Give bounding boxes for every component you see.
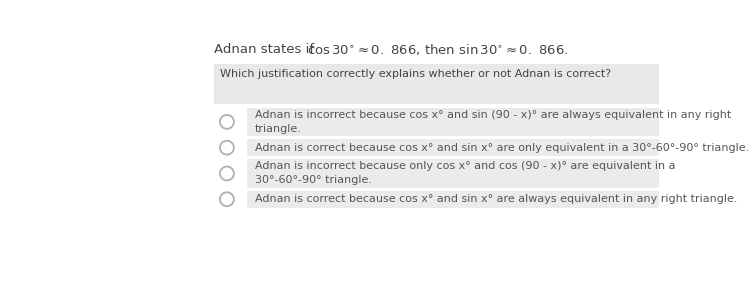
FancyBboxPatch shape [213, 64, 659, 104]
Circle shape [220, 167, 234, 180]
Circle shape [220, 141, 234, 155]
Text: Adnan is correct because cos x° and sin x° are only equivalent in a 30°-60°-90° : Adnan is correct because cos x° and sin … [255, 143, 749, 153]
Circle shape [220, 192, 234, 206]
FancyBboxPatch shape [247, 139, 659, 156]
Text: Adnan states if: Adnan states if [213, 43, 318, 56]
FancyBboxPatch shape [247, 191, 659, 208]
Text: $\cos 30^{\circ} \approx 0.\ 866$, then $\sin 30^{\circ} \approx 0.\ 866$.: $\cos 30^{\circ} \approx 0.\ 866$, then … [307, 42, 568, 57]
Text: Adnan is incorrect because only cos x° and cos (90 - x)° are equivalent in a
30°: Adnan is incorrect because only cos x° a… [255, 162, 676, 185]
FancyBboxPatch shape [247, 159, 659, 188]
Text: Adnan is correct because cos x° and sin x° are always equivalent in any right tr: Adnan is correct because cos x° and sin … [255, 194, 737, 204]
Text: Which justification correctly explains whether or not Adnan is correct?: Which justification correctly explains w… [220, 69, 611, 79]
Text: Adnan is incorrect because cos x° and sin (90 - x)° are always equivalent in any: Adnan is incorrect because cos x° and si… [255, 110, 731, 134]
FancyBboxPatch shape [247, 108, 659, 136]
Circle shape [220, 115, 234, 129]
